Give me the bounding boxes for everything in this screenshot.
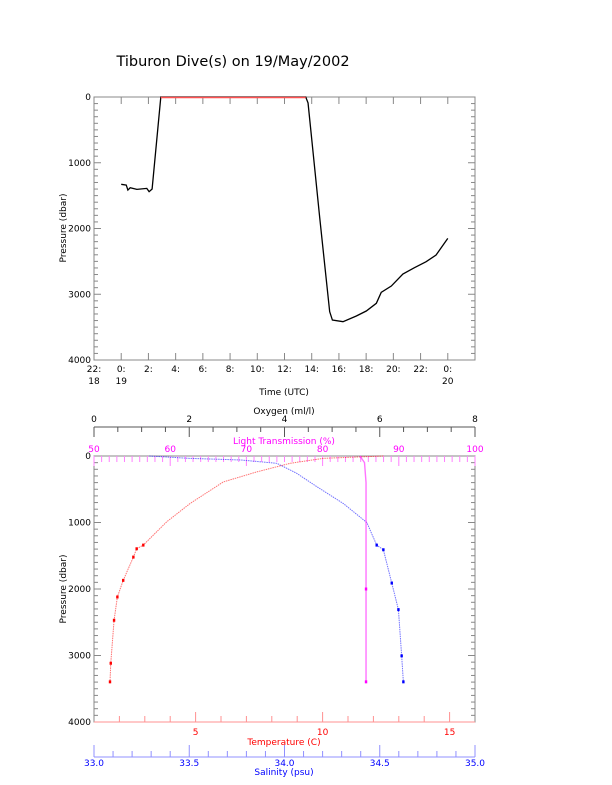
x-tick-label: 6: <box>198 365 207 375</box>
temperature-point <box>108 680 112 684</box>
light-tick-label: 50 <box>88 445 100 455</box>
oxygen-tick-label: 2 <box>186 415 192 425</box>
y-tick-label: 1000 <box>68 159 91 169</box>
top-x-axis-label: Time (UTC) <box>258 388 309 398</box>
salinity-profile <box>149 455 404 682</box>
x-tick-label: 18 <box>88 377 100 387</box>
x-tick-label: 10: <box>250 365 264 375</box>
oxygen-tick-label: 8 <box>472 415 478 425</box>
x-tick-label: 8: <box>226 365 235 375</box>
x-tick-label: 0: <box>443 365 452 375</box>
top-y-axis-label: Pressure (dbar) <box>59 194 69 263</box>
light-tick-label: 60 <box>164 445 176 455</box>
temperature-point <box>112 618 116 622</box>
temperature-point <box>109 661 112 665</box>
oxygen-tick-label: 4 <box>282 415 288 425</box>
x-tick-label: 16: <box>332 365 346 375</box>
y-tick-label: 4000 <box>68 718 91 728</box>
plot-frame <box>93 455 476 723</box>
x-tick-label: 20 <box>442 377 454 387</box>
y-tick-label: 3000 <box>68 290 91 300</box>
light-transmission-point <box>364 680 368 684</box>
y-tick-label: 1000 <box>68 519 91 529</box>
light-transmission-point <box>364 587 368 591</box>
light-tick-label: 100 <box>466 445 483 455</box>
salinity-point <box>382 548 385 552</box>
x-tick-label: 22: <box>413 365 427 375</box>
light-tick-label: 80 <box>317 445 329 455</box>
y-tick-label: 2000 <box>68 225 91 235</box>
x-tick-label: 18: <box>359 365 373 375</box>
light-transmission-profile <box>359 455 367 682</box>
x-tick-label: 22: <box>87 365 101 375</box>
x-tick-label: 20: <box>386 365 400 375</box>
bottom-y-axis-label: Pressure (dbar) <box>59 555 69 624</box>
salinity-tick-label: 33.0 <box>84 759 104 769</box>
chart-title: Tiburon Dive(s) on 19/May/2002 <box>115 54 349 70</box>
oxygen-tick-label: 0 <box>91 415 97 425</box>
oxygen-axis-label: Oxygen (ml/l) <box>253 407 314 417</box>
salinity-point <box>402 680 405 684</box>
temperature-axis-label: Temperature (C) <box>246 738 320 748</box>
light-axis-label: Light Transmission (%) <box>233 437 335 447</box>
x-tick-label: 19 <box>115 377 127 387</box>
light-tick-label: 90 <box>393 445 405 455</box>
temperature-tick-label: 5 <box>193 728 199 738</box>
y-tick-label: 0 <box>85 93 91 103</box>
salinity-point <box>400 654 403 658</box>
y-tick-label: 0 <box>85 452 91 462</box>
salinity-axis-label: Salinity (psu) <box>254 768 313 778</box>
profile-plot: 0 1000 2000 3000 4000 0 2 4 6 8 50 60 70 80 90 100 5 10 15… <box>68 415 485 769</box>
salinity-point <box>375 543 378 547</box>
pressure-line <box>121 96 449 323</box>
salinity-tick-label: 34.0 <box>274 759 294 769</box>
plot-frame <box>93 96 476 361</box>
x-tick-label: 14: <box>304 365 318 375</box>
salinity-point <box>390 581 393 585</box>
salinity-tick-label: 33.5 <box>179 759 199 769</box>
temperature-point <box>122 578 125 582</box>
x-tick-label: 12: <box>277 365 291 375</box>
y-tick-label: 2000 <box>68 585 91 595</box>
salinity-point <box>397 608 400 612</box>
temperature-point <box>135 547 138 551</box>
oxygen-tick-label: 6 <box>377 415 383 425</box>
light-tick-label: 70 <box>241 445 253 455</box>
temperature-point <box>142 543 145 547</box>
temperature-tick-label: 15 <box>444 728 455 738</box>
salinity-tick-label: 34.5 <box>370 759 390 769</box>
temperature-tick-label: 10 <box>317 728 329 738</box>
temperature-profile <box>109 455 384 682</box>
x-tick-label: 4: <box>171 365 180 375</box>
temperature-point <box>116 595 119 599</box>
y-tick-label: 3000 <box>68 652 91 662</box>
salinity-tick-label: 35.0 <box>465 759 485 769</box>
temperature-point <box>132 555 135 559</box>
x-tick-label: 0: <box>117 365 126 375</box>
y-tick-label: 4000 <box>68 356 91 366</box>
x-tick-label: 2: <box>144 365 153 375</box>
